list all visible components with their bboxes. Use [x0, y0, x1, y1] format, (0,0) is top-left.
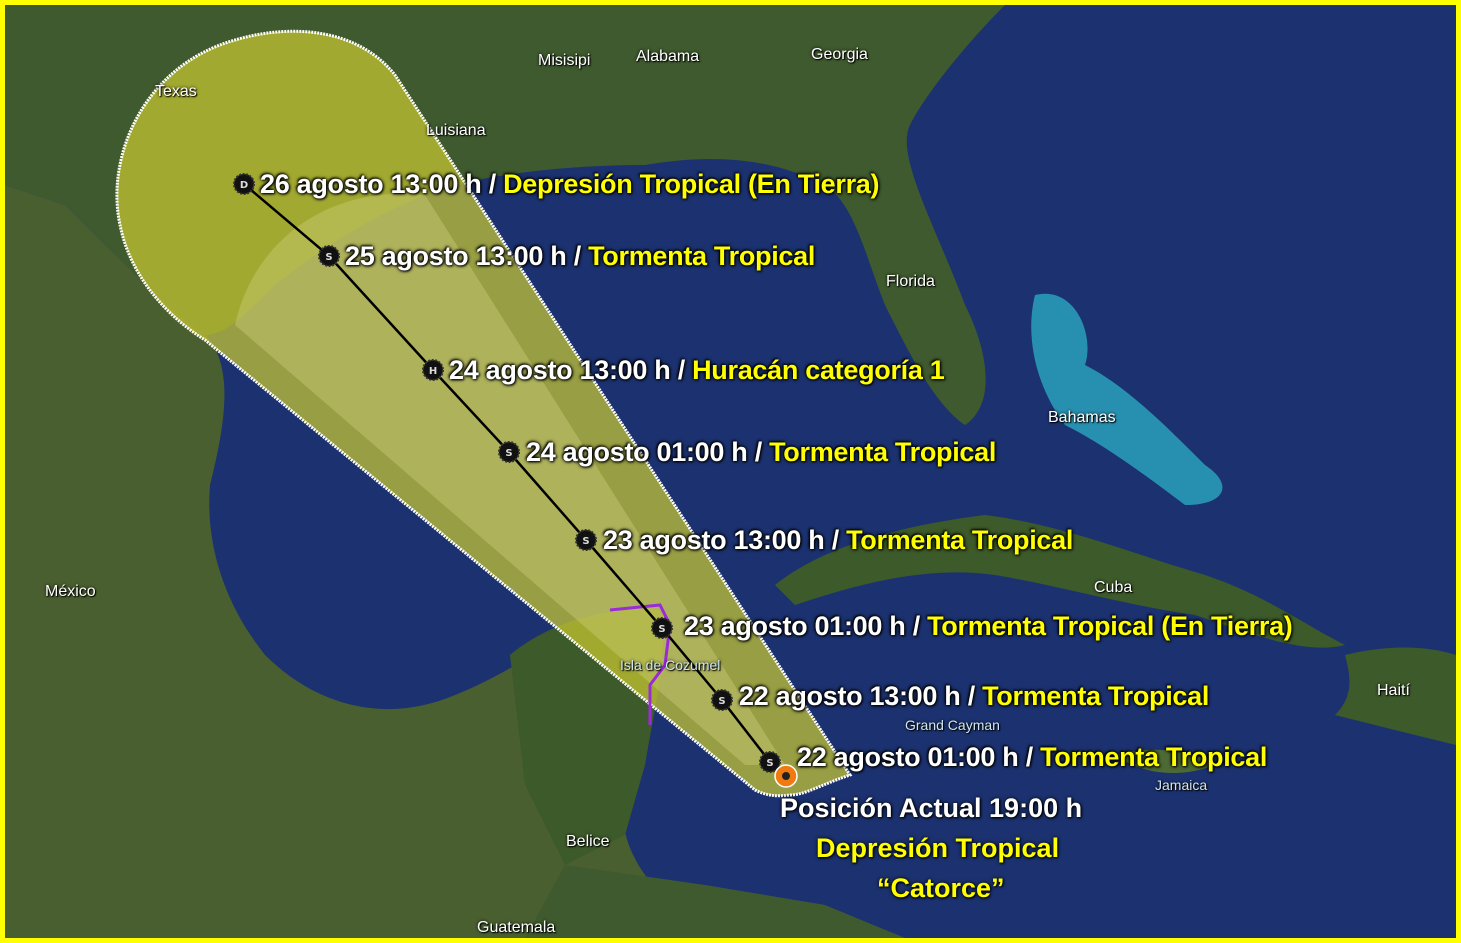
- geo-label: Isla de Cozumel: [620, 657, 721, 673]
- forecast-label: 23 agosto 01:00 h / Tormenta Tropical (E…: [684, 611, 1293, 641]
- forecast-label: 25 agosto 13:00 h / Tormenta Tropical: [345, 241, 815, 271]
- current-position-marker: [774, 764, 798, 788]
- forecast-sep: /: [1018, 742, 1041, 772]
- geo-label: Grand Cayman: [905, 717, 1000, 733]
- geo-label: Misisipi: [538, 52, 591, 69]
- geo-label: Luisiana: [426, 122, 486, 139]
- forecast-cone: [115, 29, 853, 798]
- forecast-intensity: Huracán categoría 1: [692, 355, 945, 385]
- forecast-point-letter: S: [325, 252, 332, 263]
- forecast-time: 26 agosto 13:00 h: [260, 169, 482, 199]
- geo-label: Alabama: [636, 48, 700, 65]
- land-hispaniola: [1335, 647, 1456, 745]
- storm-name: “Catorce”: [877, 873, 1005, 903]
- geo-label: Georgia: [811, 46, 868, 63]
- geo-label: Florida: [886, 273, 935, 290]
- forecast-point-letter: S: [658, 624, 665, 635]
- forecast-label: 24 agosto 13:00 h / Huracán categoría 1: [449, 355, 945, 385]
- forecast-time: 23 agosto 13:00 h: [603, 525, 825, 555]
- forecast-label: 26 agosto 13:00 h / Depresión Tropical (…: [260, 169, 880, 199]
- forecast-point-s-icon: S: [498, 441, 520, 463]
- forecast-time: 24 agosto 01:00 h: [526, 437, 748, 467]
- bahamas-shallows: [1031, 293, 1223, 505]
- forecast-point-letter: S: [718, 696, 725, 707]
- forecast-intensity: Tormenta Tropical: [982, 681, 1210, 711]
- forecast-sep: /: [905, 611, 928, 641]
- geo-label: Bahamas: [1048, 409, 1116, 426]
- forecast-intensity: Tormenta Tropical: [769, 437, 997, 467]
- land-jamaica: [1115, 749, 1215, 774]
- geo-label: Belice: [566, 833, 610, 850]
- cone-inner-shade: [235, 193, 785, 766]
- forecast-time: 22 agosto 01:00 h: [797, 742, 1019, 772]
- forecast-intensity: Tormenta Tropical: [1040, 742, 1268, 772]
- forecast-label: 22 agosto 13:00 h / Tormenta Tropical: [739, 681, 1209, 711]
- land-central-america: [525, 865, 905, 938]
- forecast-intensity: Tormenta Tropical: [588, 241, 816, 271]
- forecast-sep: /: [960, 681, 983, 711]
- forecast-point-s-icon: S: [575, 529, 597, 551]
- forecast-point-letter: S: [582, 536, 589, 547]
- forecast-label: 22 agosto 01:00 h / Tormenta Tropical: [797, 742, 1267, 772]
- current-position-label: Posición Actual 19:00 h: [780, 793, 1083, 823]
- forecast-time: 22 agosto 13:00 h: [739, 681, 961, 711]
- forecast-point-s-icon: S: [651, 617, 673, 639]
- forecast-label: 23 agosto 13:00 h / Tormenta Tropical: [603, 525, 1073, 555]
- forecast-point-s-icon: S: [318, 245, 340, 267]
- storm-track-map[interactable]: D S H S S S S S Texas Misisipi Alabama Georgia Luis…: [5, 5, 1456, 938]
- forecast-time: 24 agosto 13:00 h: [449, 355, 671, 385]
- forecast-point-d-icon: D: [233, 173, 255, 195]
- forecast-sep: /: [566, 241, 589, 271]
- forecast-point-s-icon: S: [711, 689, 733, 711]
- forecast-point-letter: D: [240, 180, 248, 191]
- forecast-time: 25 agosto 13:00 h: [345, 241, 567, 271]
- forecast-sep: /: [481, 169, 504, 199]
- forecast-intensity: Depresión Tropical (En Tierra): [503, 169, 880, 199]
- forecast-sep: /: [670, 355, 693, 385]
- land-cuba: [775, 515, 1345, 648]
- forecast-point-h-icon: H: [422, 359, 444, 381]
- geo-label: Jamaica: [1155, 777, 1208, 793]
- forecast-point-letter: S: [766, 758, 773, 769]
- geo-label: Texas: [155, 83, 197, 100]
- forecast-intensity: Tormenta Tropical (En Tierra): [927, 611, 1293, 641]
- forecast-time: 23 agosto 01:00 h: [684, 611, 906, 641]
- geo-label: México: [45, 583, 96, 600]
- warning-line: [609, 603, 672, 725]
- forecast-sep: /: [824, 525, 847, 555]
- forecast-intensity: Tormenta Tropical: [846, 525, 1074, 555]
- forecast-point-letter: H: [429, 366, 437, 377]
- forecast-sep: /: [747, 437, 770, 467]
- forecast-point-letter: S: [505, 448, 512, 459]
- forecast-label: 24 agosto 01:00 h / Tormenta Tropical: [526, 437, 996, 467]
- geo-label: Haití: [1377, 682, 1410, 699]
- current-status: Depresión Tropical: [816, 833, 1060, 863]
- forecast-point-s-icon: S: [759, 751, 781, 773]
- geo-label: Cuba: [1094, 579, 1133, 596]
- geo-label: Guatemala: [477, 919, 556, 936]
- map-canvas: D S H S S S S S: [5, 5, 1456, 938]
